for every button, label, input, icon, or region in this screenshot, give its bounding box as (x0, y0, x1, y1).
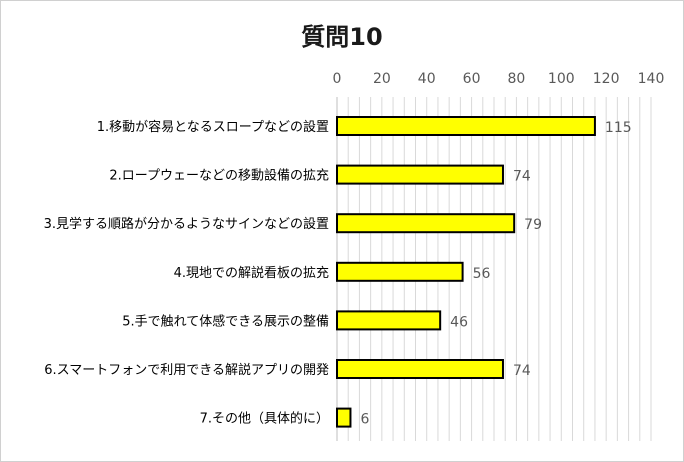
bar (336, 310, 442, 331)
value-labels: 115 74 79 56 46 74 6 (360, 120, 631, 428)
category-label: 1.移動が容易となるスロープなどの設置 (97, 119, 329, 135)
category-label: 6.スマートフォンで利用できる解説アプリの開発 (44, 362, 329, 378)
category-label: 2.ロープウェーなどの移動設備の拡充 (109, 168, 329, 184)
x-tick-label: 60 (463, 71, 481, 87)
chart-title: 質問10 (301, 23, 382, 51)
bar (336, 116, 596, 136)
value-label: 79 (524, 217, 542, 233)
x-tick-label: 0 (333, 71, 342, 87)
value-label: 115 (605, 120, 632, 136)
x-tick-label: 80 (508, 71, 526, 87)
category-label: 7.その他（具体的に） (200, 411, 329, 427)
category-label: 3.見学する順路が分かるようなサインなどの設置 (44, 216, 329, 232)
value-label: 46 (450, 314, 468, 330)
bar (336, 261, 464, 282)
x-tick-label: 40 (418, 71, 436, 87)
value-label: 74 (513, 169, 531, 185)
bar (336, 407, 352, 428)
gridlines (347, 97, 652, 441)
x-tick-label: 20 (373, 71, 391, 87)
bar (336, 359, 504, 379)
x-tick-label: 120 (593, 71, 620, 87)
bars (336, 116, 596, 428)
category-label: 5.手で触れて体感できる展示の整備 (122, 313, 329, 329)
value-label: 56 (473, 266, 491, 282)
category-labels: 1.移動が容易となるスロープなどの設置 2.ロープウェーなどの移動設備の拡充 3.見… (44, 119, 329, 427)
bar (336, 213, 516, 234)
category-label: 4.現地での解説看板の拡充 (174, 265, 329, 281)
value-label: 74 (513, 363, 531, 379)
x-axis-ticks: 0 20 40 60 80 100 120 140 (333, 71, 665, 87)
value-label: 6 (360, 412, 369, 428)
x-tick-label: 140 (638, 71, 665, 87)
bar (336, 164, 504, 185)
x-tick-label: 100 (548, 71, 575, 87)
